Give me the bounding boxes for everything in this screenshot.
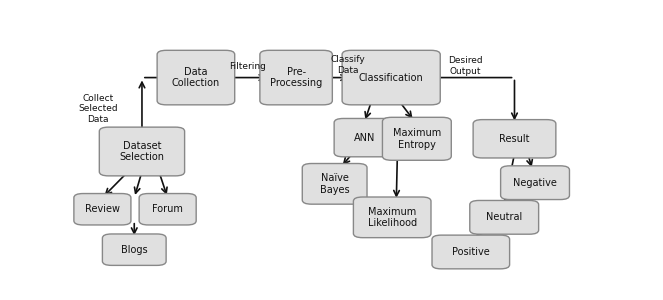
Text: Collect
Selected
Data: Collect Selected Data [78,94,118,124]
FancyBboxPatch shape [383,117,452,160]
Text: Review: Review [85,204,120,214]
Text: Naïve
Bayes: Naïve Bayes [320,173,349,195]
FancyBboxPatch shape [501,166,570,200]
Text: Dataset
Selection: Dataset Selection [119,141,164,162]
FancyBboxPatch shape [470,200,538,234]
Text: Desired
Output: Desired Output [448,56,483,76]
Text: Classification: Classification [359,73,424,82]
FancyBboxPatch shape [74,194,131,225]
FancyBboxPatch shape [157,50,235,105]
Text: Result: Result [499,134,530,144]
FancyBboxPatch shape [99,127,184,176]
Text: Classify
Data: Classify Data [330,55,365,75]
Text: Neutral: Neutral [486,212,522,222]
Text: ANN: ANN [354,133,375,142]
Text: Filtering: Filtering [229,61,266,70]
FancyBboxPatch shape [302,164,367,204]
Text: Blogs: Blogs [121,245,148,255]
Text: Maximum
Entropy: Maximum Entropy [392,128,441,150]
FancyBboxPatch shape [342,50,440,105]
FancyBboxPatch shape [432,235,510,269]
FancyBboxPatch shape [334,118,394,157]
Text: Maximum
Likelihood: Maximum Likelihood [368,206,417,228]
FancyBboxPatch shape [139,194,196,225]
Text: Forum: Forum [152,204,183,214]
Text: Negative: Negative [513,178,557,188]
FancyBboxPatch shape [260,50,332,105]
FancyBboxPatch shape [473,120,556,158]
FancyBboxPatch shape [102,234,166,266]
Text: Pre-
Processing: Pre- Processing [270,67,322,88]
Text: Data
Collection: Data Collection [172,67,220,88]
Text: Positive: Positive [452,247,490,257]
FancyBboxPatch shape [353,197,431,238]
